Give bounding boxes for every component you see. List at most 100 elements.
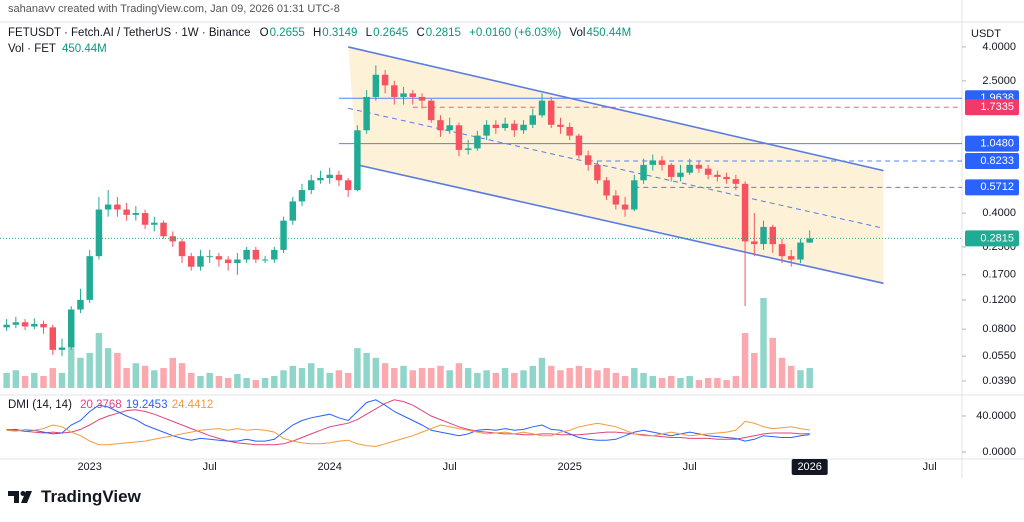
dmi-line <box>6 420 810 448</box>
volume-bar <box>455 363 463 388</box>
volume-bar <box>446 370 453 388</box>
candle-body <box>261 259 269 261</box>
volume-bar <box>188 372 195 388</box>
y-tick-label: 2.5000 <box>982 75 1016 87</box>
volume-legend: Vol · FET 450.44M <box>8 43 112 55</box>
candle-body <box>151 222 158 225</box>
candle-body <box>224 259 232 264</box>
low-value: 0.2645 <box>373 27 409 39</box>
volume-bar <box>760 298 767 388</box>
candle-body <box>160 222 167 237</box>
volume-bar <box>788 365 795 388</box>
currency: USDT <box>971 28 1001 40</box>
legend-row: FETUSDT · Fetch.AI / TetherUS · 1W · Bin… <box>8 27 636 39</box>
level-label-box <box>965 99 1019 116</box>
y-tick-label: 0.0000 <box>982 446 1016 458</box>
volume-bar <box>86 352 93 388</box>
candle-body <box>760 226 767 245</box>
candle-body <box>548 100 555 125</box>
candle-body <box>428 100 435 121</box>
volume-bar <box>474 372 481 388</box>
candle-body <box>3 324 10 328</box>
candle-body <box>483 124 490 136</box>
volume-bar <box>40 376 47 388</box>
volume-bar <box>751 352 758 388</box>
candle-body <box>95 209 103 257</box>
volume-bar <box>308 363 315 388</box>
level-label: 1.7335 <box>980 101 1014 113</box>
x-tick-label: 2023 <box>77 461 101 473</box>
volume-bar <box>363 352 370 388</box>
candle-body <box>391 85 398 97</box>
attribution: sahanavv created with TradingView.com, J… <box>8 3 340 15</box>
candle-body <box>612 195 620 205</box>
channel-line <box>347 46 884 172</box>
candle-body <box>732 179 740 184</box>
volume-bar <box>741 333 749 388</box>
candle-body <box>114 204 121 210</box>
volume-bar <box>612 372 620 388</box>
volume-bar <box>732 376 740 388</box>
x-tick-label: Jul <box>923 461 937 473</box>
candle-body <box>723 176 730 180</box>
dmi-legend: DMI (14, 14) 20.3768 19.2453 24.4412 <box>8 399 214 411</box>
candle-body <box>49 327 56 350</box>
volume-bar <box>778 357 786 388</box>
volume-bar <box>575 365 583 388</box>
volume-bar <box>243 378 250 388</box>
x-tick-label: 2026 <box>797 461 821 473</box>
candle-body <box>575 135 583 156</box>
candle-body <box>464 148 472 150</box>
volume-bar <box>668 376 675 388</box>
last-price-label: 0.2815 <box>980 232 1014 244</box>
volume-bar <box>104 348 112 388</box>
y-tick-label: 0.0390 <box>982 375 1016 387</box>
volume-bar <box>529 365 536 388</box>
ohlc-label: L <box>365 27 373 39</box>
candle-body <box>68 309 75 348</box>
x-tick-label: 2024 <box>317 461 341 473</box>
volume-bar <box>317 368 324 388</box>
volume-bar <box>381 363 389 388</box>
volume-pane-label: Vol · FET <box>8 43 56 55</box>
candle-body <box>289 201 296 221</box>
candle-body <box>797 242 804 260</box>
volume-bar <box>538 357 546 388</box>
candle-body <box>714 174 721 177</box>
volume-bar <box>723 380 730 388</box>
close-value: 0.2815 <box>425 27 461 39</box>
volume-bar <box>649 376 656 388</box>
candle-body <box>77 299 84 310</box>
candle-body <box>234 259 241 264</box>
level-label-box <box>965 152 1019 169</box>
candle-body <box>252 249 260 260</box>
x-tick-label: Jul <box>443 461 457 473</box>
volume-bar <box>3 372 10 388</box>
volume-bar <box>197 376 204 388</box>
volume-label: Vol <box>569 27 586 39</box>
dmi-line <box>6 399 810 442</box>
candle-body <box>658 160 666 165</box>
candle-body <box>695 164 703 169</box>
volume-bar <box>326 372 333 388</box>
x-tick-label: Jul <box>203 461 217 473</box>
candle-body <box>86 256 93 300</box>
candle-body <box>788 256 795 260</box>
volume-bar <box>123 368 130 388</box>
volume-bar <box>280 370 287 388</box>
volume-bar <box>31 372 38 388</box>
volume-bar <box>658 378 666 388</box>
channel-line <box>357 164 884 285</box>
candle-body <box>538 100 546 116</box>
candle-body <box>40 323 47 328</box>
candle-body <box>215 256 223 260</box>
volume-bar <box>640 372 647 388</box>
volume-bar <box>409 370 416 388</box>
volume-bar <box>686 376 693 388</box>
dmi-value: 24.4412 <box>171 399 214 411</box>
y-tick-label: 0.1200 <box>982 294 1016 306</box>
volume-bar <box>12 370 20 388</box>
candle-body <box>511 123 518 131</box>
volume-bar <box>511 372 518 388</box>
